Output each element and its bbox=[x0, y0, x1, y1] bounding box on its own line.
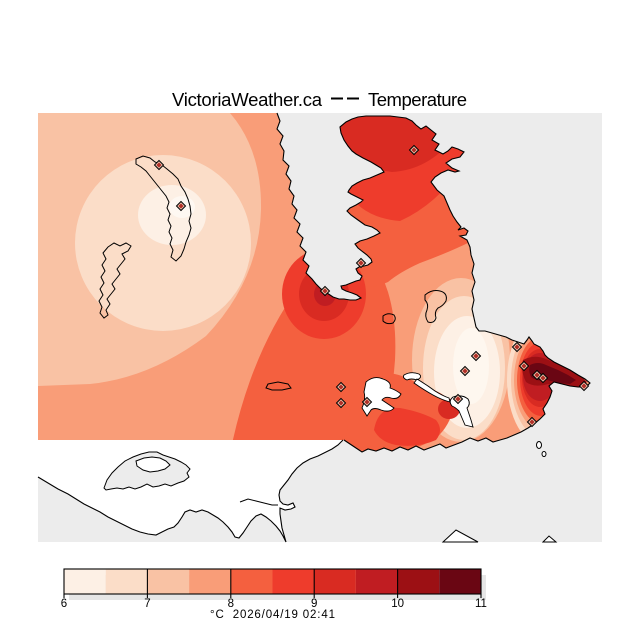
svg-text:VictoriaWeather.ca: VictoriaWeather.ca bbox=[172, 89, 323, 110]
svg-text:8: 8 bbox=[228, 598, 234, 610]
svg-text:°C 2026/04/19 02:41: °C 2026/04/19 02:41 bbox=[210, 609, 335, 621]
svg-text:10: 10 bbox=[391, 598, 404, 610]
svg-text:9: 9 bbox=[311, 598, 317, 610]
svg-text:Temperature: Temperature bbox=[368, 89, 467, 110]
svg-text:7: 7 bbox=[144, 598, 150, 610]
svg-text:6: 6 bbox=[61, 598, 67, 610]
svg-text:11: 11 bbox=[475, 598, 487, 610]
